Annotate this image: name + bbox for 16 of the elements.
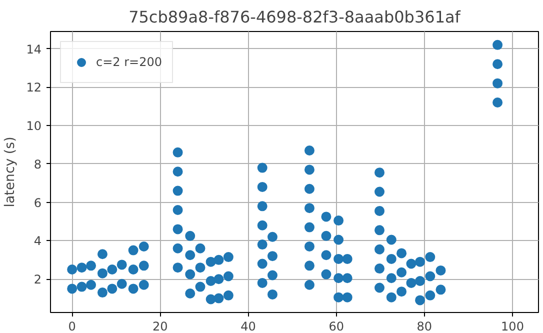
x-tick-label: 40	[240, 320, 256, 333]
y-tick-label: 10	[26, 119, 42, 134]
x-tick-label: 100	[501, 320, 524, 333]
y-axis-title: latency (s)	[3, 136, 18, 208]
x-tick-label: 80	[416, 320, 432, 333]
chart-title: 75cb89a8-f876-4698-82f3-8aaab0b361af	[128, 8, 461, 26]
y-tick-label: 2	[34, 272, 42, 287]
y-tick-label: 4	[34, 234, 42, 248]
x-tick-label: 60	[328, 320, 344, 333]
x-tick-label: 0	[68, 320, 76, 333]
y-tick-label: 8	[34, 157, 42, 172]
y-tick-label: 12	[26, 80, 42, 95]
y-tick-label: 14	[26, 42, 42, 56]
legend-label: c=2 r=200	[96, 55, 162, 69]
y-tick-label: 6	[34, 196, 42, 210]
x-tick-label: 20	[152, 320, 168, 333]
